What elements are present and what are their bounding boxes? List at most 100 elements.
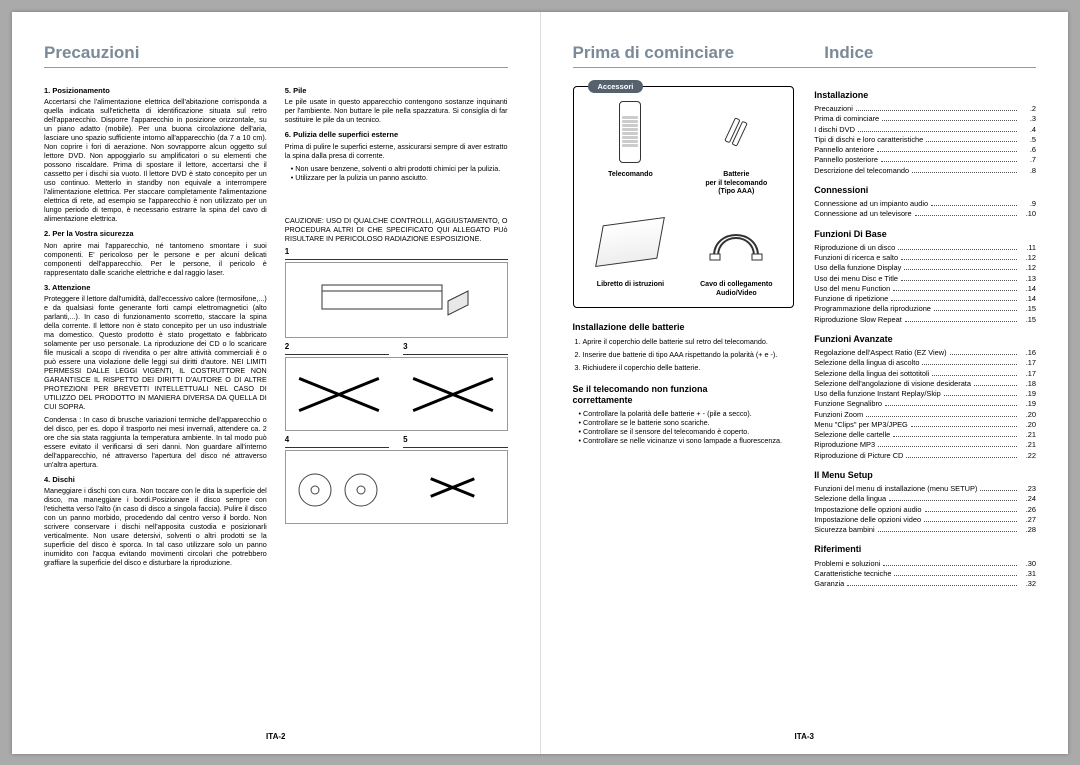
toc-label: Riproduzione di Picture CD [814,451,903,460]
toc-line: Riproduzione MP3 .21 [814,440,1036,449]
page-title-prima: Prima di cominciare [573,42,785,63]
page-left: Precauzioni 1. Posizionamento Accertarsi… [12,12,541,754]
toc-page: .8 [1020,166,1036,175]
caution-text: CAUZIONE: USO DI QUALCHE CONTROLLI, AGGI… [285,216,508,243]
toc-page: .4 [1020,125,1036,134]
toc-label: Selezione dell'angolazione di visione de… [814,379,971,388]
toc-page: .14 [1020,294,1036,303]
toc-dots [924,521,1017,522]
toc-page: .2 [1020,104,1036,113]
toc-line: Riproduzione di Picture CD.22 [814,451,1036,460]
fig-2-3 [285,357,508,431]
toc-page: .21 [1020,430,1036,439]
accessories-box: Accessori Telecomando Batterie per il te… [573,86,795,308]
toc-page: .19 [1020,389,1036,398]
pulizia-bullets: Non usare benzene, solventi o altri prod… [285,164,508,182]
h-attenzione: 3. Attenzione [44,283,267,292]
toc-line: Funzioni Zoom.20 [814,410,1036,419]
toc-dots [878,446,1017,447]
toc-label: Selezione delle cartelle [814,430,890,439]
toc-group-heading: Funzioni Avanzate [814,334,1036,345]
fig-row-1-nums: 1 [285,247,508,260]
toc-page: .13 [1020,274,1036,283]
toc-page: .7 [1020,155,1036,164]
toc-dots [878,531,1017,532]
toc-line: Selezione delle cartelle .21 [814,430,1036,439]
fig-cell [399,451,506,523]
list-item: Controllare se le batterie sono scariche… [579,418,795,427]
toc-page: .19 [1020,399,1036,408]
fig-num: 1 [285,247,508,260]
toc-page: .18 [1020,379,1036,388]
toc-line: Selezione della lingua di ascolto.17 [814,358,1036,367]
toc-line: Tipi di dischi e loro caratteristiche.5 [814,135,1036,144]
toc-page: .11 [1020,243,1036,252]
p-pile: Le pile usate in questo apparecchio cont… [285,97,508,124]
toc-label: Pannello posteriore [814,155,878,164]
page-title-left: Precauzioni [44,42,508,63]
toc-page: .27 [1020,515,1036,524]
page-number-left: ITA-2 [12,732,540,742]
toc-group-heading: Il Menu Setup [814,470,1036,481]
toc-label: Impostazione delle opzioni audio [814,505,921,514]
toc-label: Uso della funzione Display [814,263,901,272]
toc-label: Selezione della lingua dei sottotitoli [814,369,929,378]
toc-dots [889,500,1017,501]
toc-dots [901,280,1017,281]
toc-label: Riproduzione Slow Repeat [814,315,902,324]
toc-dots [858,131,1017,132]
toc-line: Funzione di ripetizione.14 [814,294,1036,303]
p-pulizia: Prima di pulire le superfici esterne, as… [285,142,508,160]
fig-4-5 [285,450,508,524]
toc-label: Riproduzione di un disco [814,243,895,252]
list-item: Inserire due batterie di tipo AAA rispet… [583,350,795,359]
h-dischi: 4. Dischi [44,475,267,484]
toc-label: Pannello anteriore [814,145,874,154]
toc-line: Riproduzione Slow Repeat.15 [814,315,1036,324]
list-item: Controllare se il sensore del telecomand… [579,427,795,436]
p-dischi: Maneggiare i dischi con cura. Non toccar… [44,486,267,567]
h-sicurezza: 2. Per la Vostra sicurezza [44,229,267,238]
toc-page: .14 [1020,284,1036,293]
toc-page: .30 [1020,559,1036,568]
toc-line: Uso della funzione Instant Replay/Skip.1… [814,389,1036,398]
fig-row-3-nums: 4 5 [285,435,508,448]
toc-dots [883,565,1017,566]
toc-label: Riproduzione MP3 [814,440,875,449]
toc-page: .24 [1020,494,1036,503]
cable-icon [708,220,764,264]
toc-dots [866,416,1017,417]
toc-label: Problemi e soluzioni [814,559,880,568]
page-right: Prima di cominciare Indice Accessori Tel… [541,12,1069,754]
h-posizionamento: 1. Posizionamento [44,86,267,95]
cross-icon [410,368,496,418]
toc-dots [912,172,1017,173]
cross-icon [296,368,382,418]
toc-line: Garanzia.32 [814,579,1036,588]
acc-label: Audio/Video [687,290,785,299]
title-rule [44,67,508,68]
toc-dots [904,269,1017,270]
toc-dots [926,141,1017,142]
toc-page: .5 [1020,135,1036,144]
toc-page: .12 [1020,263,1036,272]
acc-label: Telecomando [582,171,680,180]
toc-dots [934,310,1017,311]
toc-dots [898,249,1017,250]
toc-dots [856,110,1017,111]
remote-nf-list: Controllare la polarità delle batterie +… [573,409,795,445]
toc-label: Connessione ad un televisore [814,209,911,218]
fig-cell [399,358,506,430]
accessories-tab: Accessori [588,80,644,93]
toc-page: .21 [1020,440,1036,449]
install-steps: Aprire il coperchio delle batterie sul r… [573,337,795,372]
list-item: Controllare se nelle vicinanze vi sono l… [579,436,795,445]
toc-label: Precauzioni [814,104,853,113]
toc-page: .28 [1020,525,1036,534]
toc-dots [911,426,1017,427]
toc-dots [893,436,1017,437]
toc-label: Descrizione del telecomando [814,166,909,175]
toc-line: Funzioni del menu di installazione (menu… [814,484,1036,493]
toc-dots [915,215,1017,216]
acc-cable: Cavo di collegamento Audio/Video [687,203,785,299]
